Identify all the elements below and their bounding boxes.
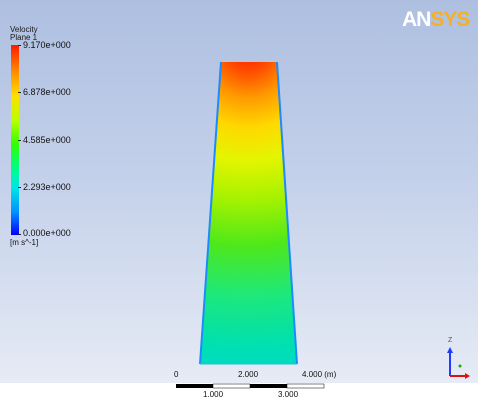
legend-tick xyxy=(18,187,21,188)
legend-value-2: 6.878e+000 xyxy=(23,87,71,97)
ansys-logo: ANSYS xyxy=(402,8,470,32)
scale-label-1: 1.000 xyxy=(203,390,224,399)
legend-value-3: 4.585e+000 xyxy=(23,135,71,145)
velocity-contour-plane[interactable] xyxy=(0,0,478,383)
legend-tick xyxy=(18,140,21,141)
logo-text-sys: SYS xyxy=(430,8,470,31)
triad-z-label: Z xyxy=(448,337,453,344)
axis-triad: Z xyxy=(440,337,470,380)
legend-tick xyxy=(18,45,21,46)
legend-tick xyxy=(18,234,21,235)
legend-value-max: 9.170e+000 xyxy=(23,40,71,50)
wall-edge-right xyxy=(276,61,298,365)
contour-body xyxy=(200,62,297,364)
color-legend-bar xyxy=(11,45,19,235)
wall-edge-left xyxy=(199,61,222,365)
legend-value-min: 0.000e+000 xyxy=(23,228,71,238)
scale-label-0: 0 xyxy=(174,370,179,379)
logo-text-an: AN xyxy=(402,8,431,31)
legend-subtitle: Plane 1 xyxy=(10,33,38,42)
legend-title: Velocity xyxy=(10,25,38,34)
legend-tick xyxy=(18,92,21,93)
3d-viewport[interactable]: Velocity Plane 1 9.170e+000 6.878e+000 4… xyxy=(0,0,478,383)
legend-units: [m s^-1] xyxy=(10,238,39,247)
legend-value-4: 2.293e+000 xyxy=(23,182,71,192)
length-scale-bar: 1.000 3.000 xyxy=(175,383,325,399)
scale-label-3: 3.000 xyxy=(278,390,299,399)
scale-label-2: 2.000 xyxy=(238,370,259,379)
scale-label-4: 4.000 (m) xyxy=(302,370,337,379)
